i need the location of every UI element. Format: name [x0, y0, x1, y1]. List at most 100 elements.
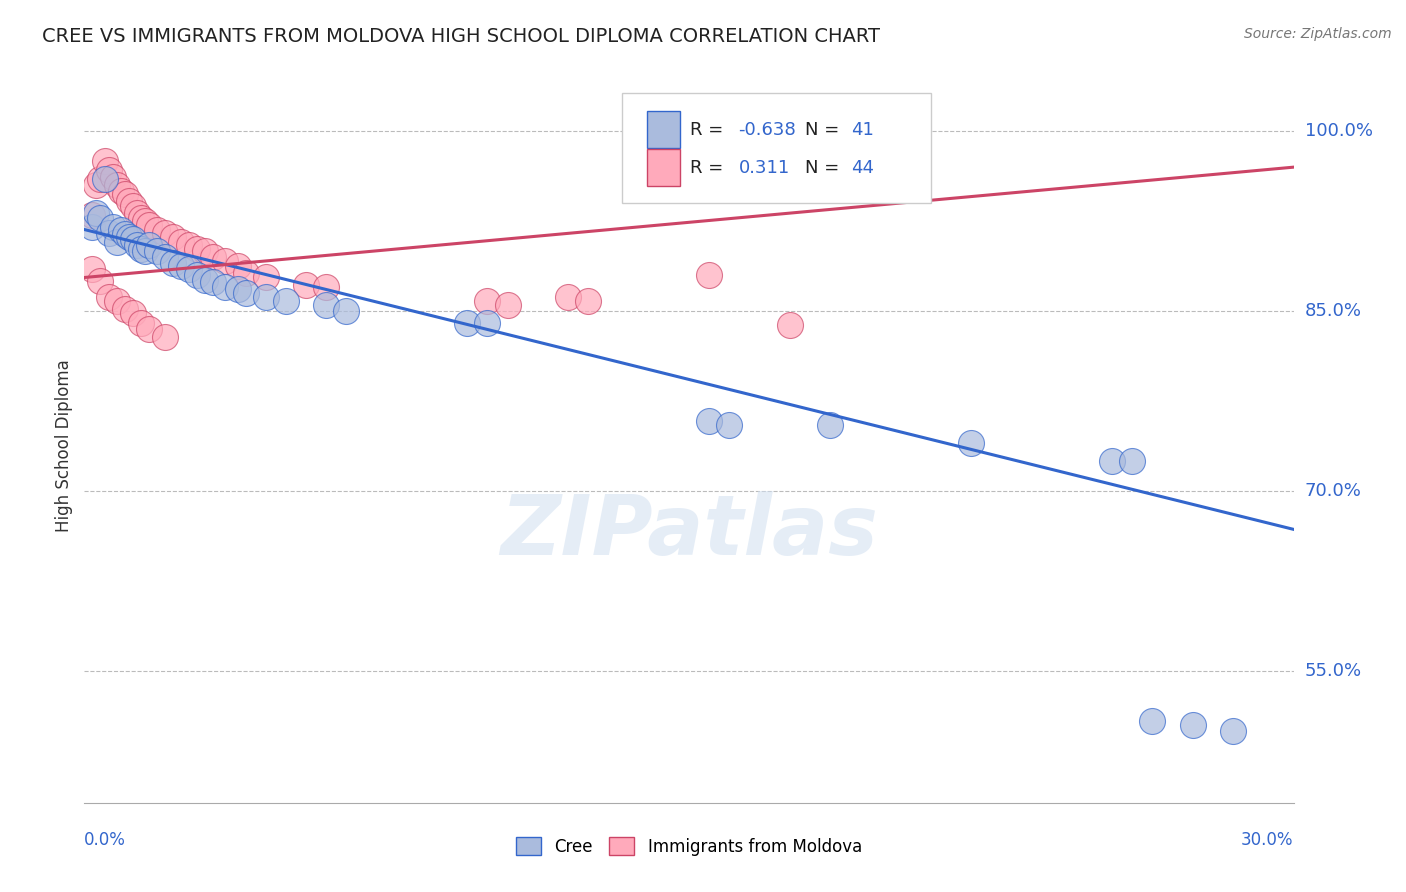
Text: 0.311: 0.311 [738, 159, 790, 177]
Point [110, 184, 132, 198]
Text: 0.0%: 0.0% [84, 831, 127, 849]
Point [170, 235, 193, 249]
Point [114, 227, 136, 242]
Point [105, 235, 128, 249]
Point [1181, 718, 1204, 732]
Point [254, 270, 277, 285]
Text: 85.0%: 85.0% [1305, 302, 1361, 320]
Point [97, 290, 120, 304]
Point [162, 256, 184, 270]
Point [134, 214, 156, 228]
Point [697, 414, 720, 428]
Point [1101, 454, 1123, 468]
Point [557, 290, 579, 304]
Point [226, 283, 249, 297]
Point [818, 417, 841, 432]
Point [105, 178, 128, 193]
Point [179, 238, 201, 252]
Point [1142, 714, 1164, 729]
Point [82, 208, 104, 222]
Point [86, 205, 108, 219]
Point [315, 280, 337, 294]
Point [202, 275, 225, 289]
Point [697, 268, 720, 282]
Point [1222, 723, 1244, 738]
Point [274, 294, 297, 309]
Point [101, 169, 124, 184]
Point [93, 154, 115, 169]
Point [86, 178, 108, 193]
Text: ZIPatlas: ZIPatlas [501, 491, 877, 572]
Point [114, 301, 136, 316]
Point [153, 330, 176, 344]
Point [146, 222, 169, 236]
FancyBboxPatch shape [623, 93, 931, 203]
Point [125, 238, 148, 252]
Point [335, 304, 357, 318]
Point [295, 277, 318, 292]
Point [496, 298, 519, 312]
Point [153, 250, 176, 264]
Point [89, 274, 111, 288]
Text: 41: 41 [851, 121, 875, 139]
Point [254, 290, 277, 304]
Point [146, 244, 169, 259]
Text: 100.0%: 100.0% [1305, 122, 1372, 140]
Point [170, 259, 193, 273]
Point [162, 229, 184, 244]
FancyBboxPatch shape [647, 149, 681, 186]
Point [121, 306, 143, 320]
FancyBboxPatch shape [647, 112, 681, 148]
Point [315, 298, 337, 312]
Y-axis label: High School Diploma: High School Diploma [55, 359, 73, 533]
Point [121, 232, 143, 246]
Text: CREE VS IMMIGRANTS FROM MOLDOVA HIGH SCHOOL DIPLOMA CORRELATION CHART: CREE VS IMMIGRANTS FROM MOLDOVA HIGH SCH… [42, 27, 880, 45]
Point [118, 229, 141, 244]
Point [129, 211, 152, 225]
Point [138, 322, 160, 336]
Point [194, 273, 217, 287]
Point [456, 316, 478, 330]
Text: Source: ZipAtlas.com: Source: ZipAtlas.com [1244, 27, 1392, 41]
Point [235, 286, 257, 301]
Point [129, 242, 152, 256]
Point [186, 268, 208, 282]
Point [179, 262, 201, 277]
Point [110, 222, 132, 236]
Point [121, 198, 143, 212]
Point [214, 280, 236, 294]
Text: N =: N = [806, 159, 845, 177]
Point [226, 259, 249, 273]
Point [97, 162, 120, 177]
Point [477, 294, 499, 309]
Legend: Cree, Immigrants from Moldova: Cree, Immigrants from Moldova [509, 830, 869, 863]
Text: 44: 44 [851, 159, 875, 177]
Point [138, 238, 160, 252]
Point [477, 316, 499, 330]
Point [138, 218, 160, 232]
Point [93, 172, 115, 186]
Point [202, 250, 225, 264]
Text: R =: R = [690, 121, 730, 139]
Point [153, 226, 176, 240]
Point [82, 262, 104, 277]
Point [718, 417, 741, 432]
Point [89, 211, 111, 225]
Point [118, 194, 141, 208]
Text: R =: R = [690, 159, 730, 177]
Text: N =: N = [806, 121, 845, 139]
Point [960, 436, 983, 450]
Point [779, 318, 801, 333]
Point [1121, 454, 1143, 468]
Point [576, 294, 599, 309]
Point [101, 220, 124, 235]
Point [194, 244, 217, 259]
Point [82, 220, 104, 235]
Point [129, 316, 152, 330]
Point [186, 242, 208, 256]
Point [97, 226, 120, 240]
Text: 70.0%: 70.0% [1305, 482, 1361, 500]
Point [125, 205, 148, 219]
Text: -0.638: -0.638 [738, 121, 796, 139]
Point [214, 253, 236, 268]
